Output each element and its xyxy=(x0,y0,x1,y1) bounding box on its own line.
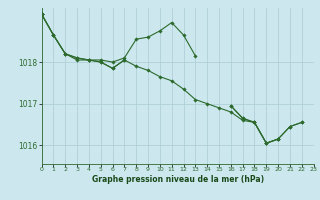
X-axis label: Graphe pression niveau de la mer (hPa): Graphe pression niveau de la mer (hPa) xyxy=(92,175,264,184)
